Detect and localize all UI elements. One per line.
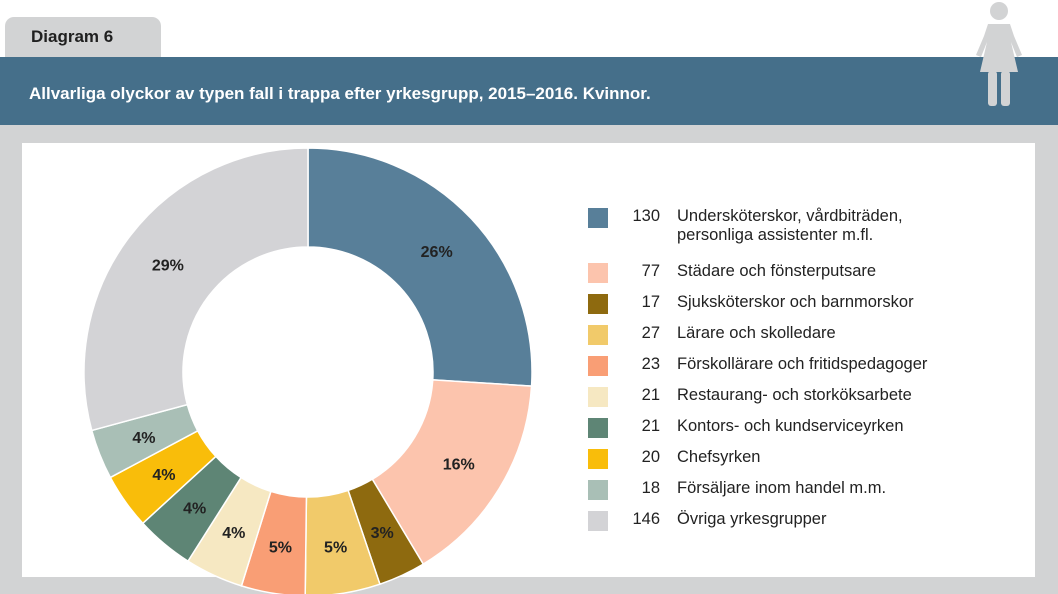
legend-label: Städare och fönsterputsare [677, 261, 877, 280]
slice-percent-label: 16% [443, 457, 475, 474]
slice-percent-label: 4% [152, 467, 175, 484]
legend-count: 27 [641, 323, 660, 342]
legend-swatch [588, 386, 608, 407]
title-banner: Allvarliga olyckor av typen fall i trapp… [0, 57, 1058, 125]
donut-slice [304, 489, 381, 594]
donut-slice [307, 147, 533, 387]
legend-label: Lärare och skolledare [677, 323, 836, 342]
legend-label: Kontors- och kundserviceyrken [677, 417, 904, 435]
legend-count: 18 [641, 479, 660, 498]
donut-slice [371, 379, 533, 566]
legend-label: Försäljare inom handel m.m. [677, 479, 887, 498]
legend-label: Restaurang- och storköksarbete [677, 385, 912, 404]
legend-count: 77 [641, 261, 660, 280]
legend-swatch [588, 449, 608, 470]
legend-swatch [588, 355, 608, 376]
slice-percent-label: 4% [183, 500, 206, 517]
legend-count: 21 [641, 417, 660, 435]
slice-percent-label: 4% [132, 430, 155, 447]
legend-label: Förskollärare och fritidspedagoger [677, 354, 928, 373]
diagram-tab: Diagram 6 [5, 17, 161, 57]
legend-count: 146 [632, 510, 660, 529]
slice-percent-label: 29% [152, 258, 184, 275]
legend-count: 17 [641, 292, 660, 311]
chart-title: Allvarliga olyckor av typen fall i trapp… [29, 84, 651, 103]
legend-count: 21 [641, 385, 660, 404]
legend-swatch [588, 480, 608, 501]
legend-label: Övriga yrkesgrupper [677, 510, 827, 529]
legend-label: Undersköterskor, vårdbiträden, personliga… [677, 207, 903, 244]
donut-slice [83, 147, 309, 432]
legend-swatch [588, 324, 608, 345]
slice-percent-label: 26% [421, 244, 453, 261]
legend-count: 20 [641, 448, 660, 467]
slice-percent-label: 5% [269, 539, 292, 556]
legend-label: Sjuksköterskor och barnmorskor [677, 292, 914, 311]
legend-label: Chefsyrken [677, 448, 761, 467]
legend-count: 23 [641, 354, 660, 373]
slice-percent-label: 3% [371, 525, 394, 542]
slice-percent-label: 4% [222, 525, 245, 542]
legend-swatch [588, 208, 608, 228]
diagram-tab-label: Diagram 6 [31, 27, 114, 46]
legend-swatch [588, 262, 608, 283]
legend-swatch [588, 511, 608, 532]
legend-count: 130 [632, 207, 660, 225]
woman-icon [976, 2, 1022, 106]
legend-swatch [588, 293, 608, 314]
slice-percent-label: 5% [324, 539, 347, 556]
legend-swatch [588, 418, 608, 438]
